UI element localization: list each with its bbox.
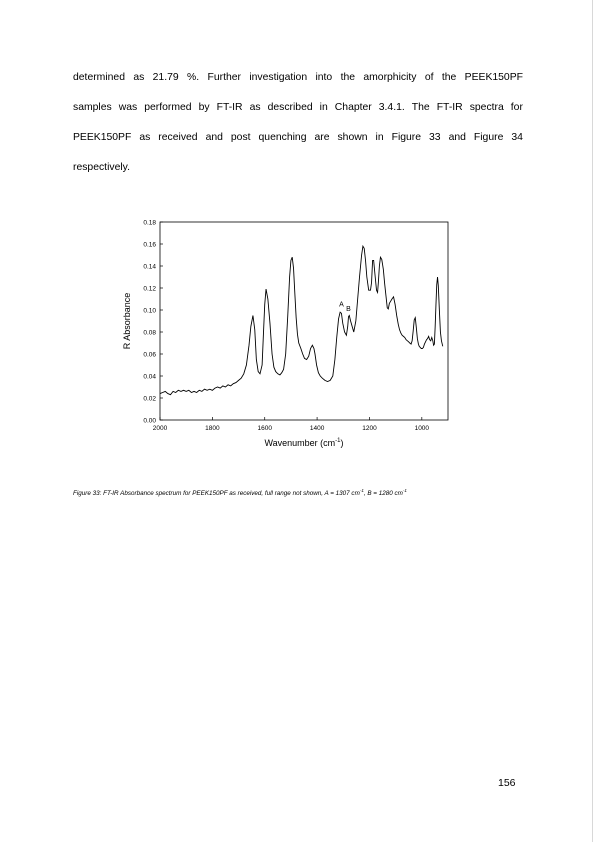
y-tick-label: 0.00	[143, 417, 156, 424]
paragraph-word: PEEK150PF	[73, 132, 132, 143]
x-tick-label: 1800	[205, 425, 220, 432]
x-tick-label: 1600	[257, 425, 272, 432]
figure-33: 0.00 0.02 0.04 0.06 0.08 0.10 0.12 0.14 0.16 0.18…	[118, 212, 458, 472]
caption-text-1: Figure 33: FT-IR Absorbance spectrum for…	[73, 490, 360, 498]
x-axis-label: Wavenumber (cm-1)	[264, 438, 343, 448]
paragraph-word: samples	[73, 102, 112, 113]
y-tick-label: 0.02	[143, 395, 156, 402]
paragraph-line: PEEK150PF as received and post quenching are sh…	[73, 130, 523, 160]
paragraph-word: 3.4.1.	[378, 102, 405, 113]
paragraph-word: and	[448, 132, 466, 143]
y-tick-label: 0.04	[143, 373, 156, 380]
y-tick-label: 0.08	[143, 329, 156, 336]
paragraph-word: amorphicity	[363, 72, 417, 83]
paragraph-line: samples was performed by FT-IR as described in C…	[73, 100, 523, 130]
paragraph-word: in	[375, 132, 384, 143]
paragraph-word: %.	[187, 72, 200, 83]
ftir-absorbance-chart: 0.00 0.02 0.04 0.06 0.08 0.10 0.12 0.14 0.16 0.18…	[122, 219, 449, 448]
caption-text-2: , B = 1280 cm	[363, 490, 403, 498]
paragraph-line: respectively.	[73, 160, 523, 190]
paragraph-word: 33	[429, 132, 441, 143]
paragraph-word: as	[249, 102, 261, 113]
x-axis-label-text: Wavenumber (cm	[264, 438, 335, 448]
peak-label-b: B	[346, 306, 351, 313]
paragraph-word: Figure	[391, 132, 422, 143]
paragraph-word: into	[315, 72, 333, 83]
paragraph-word: quenching	[258, 132, 307, 143]
paragraph-word: 34	[511, 132, 523, 143]
y-axis-label: R Absorbance	[122, 293, 132, 350]
paragraph-word: The	[411, 102, 430, 113]
x-tick-label: 1200	[362, 425, 377, 432]
x-tick-label: 1400	[310, 425, 325, 432]
paragraph-word: and	[205, 132, 223, 143]
x-axis-label-sup: -1	[335, 438, 341, 444]
paragraph-word: was	[118, 102, 138, 113]
paragraph-word: performed	[144, 102, 192, 113]
y-tick-label: 0.10	[143, 307, 156, 314]
paragraph-word: FT-IR	[216, 102, 243, 113]
paragraph-word: described	[267, 102, 313, 113]
paragraph-word: in	[319, 102, 328, 113]
y-tick-label: 0.12	[143, 285, 156, 292]
paragraph-word: FT-IR	[436, 102, 463, 113]
y-tick-label: 0.06	[143, 351, 156, 358]
figure-caption: Figure 33: FT-IR Absorbance spectrum for…	[73, 488, 407, 497]
y-tick-label: 0.14	[143, 263, 156, 270]
plot-frame	[159, 221, 449, 421]
paragraph-word: Figure	[473, 132, 504, 143]
paragraph-word: Further	[207, 72, 242, 83]
y-tick-label: 0.18	[143, 219, 156, 226]
paragraph-word: 21.79	[152, 72, 179, 83]
paragraph-word: shown	[337, 132, 368, 143]
paragraph-word: respectively.	[73, 162, 130, 173]
paragraph-word: by	[198, 102, 210, 113]
absorbance-series-line	[159, 244, 444, 396]
x-tick-label: 1000	[415, 425, 430, 432]
paragraph-word: for	[510, 102, 523, 113]
paragraph-word: the	[441, 72, 457, 83]
body-paragraph: determined as 21.79%. Further investigation i…	[73, 70, 523, 190]
page-edge	[592, 0, 593, 842]
paragraph-word: as	[139, 132, 151, 143]
x-axis-ticks: 2000 1800 1600 1400 1200 1000	[153, 417, 430, 432]
paragraph-word: of	[424, 72, 434, 83]
x-axis-label-close: )	[341, 438, 344, 448]
caption-sup-2: -1	[402, 488, 407, 493]
paragraph-word: investigation	[249, 72, 308, 83]
paragraph-word: Chapter	[334, 102, 372, 113]
paragraph-word: determined	[73, 72, 125, 83]
page-number: 156	[498, 777, 516, 789]
peak-label-a: A	[339, 302, 344, 309]
y-tick-label: 0.16	[143, 241, 156, 248]
paragraph-line: determined as 21.79%. Further investigation i…	[73, 70, 523, 100]
paragraph-word: are	[314, 132, 330, 143]
paragraph-word: spectra	[469, 102, 504, 113]
paragraph-word: as	[133, 72, 145, 83]
caption-sup-1: -1	[359, 488, 364, 493]
x-tick-label: 2000	[153, 425, 168, 432]
peak-annotations: AB	[339, 302, 351, 313]
paragraph-word: the	[340, 72, 356, 83]
paragraph-word: PEEK150PF	[464, 72, 523, 83]
paragraph-word: received	[158, 132, 198, 143]
paragraph-word: post	[230, 132, 251, 143]
